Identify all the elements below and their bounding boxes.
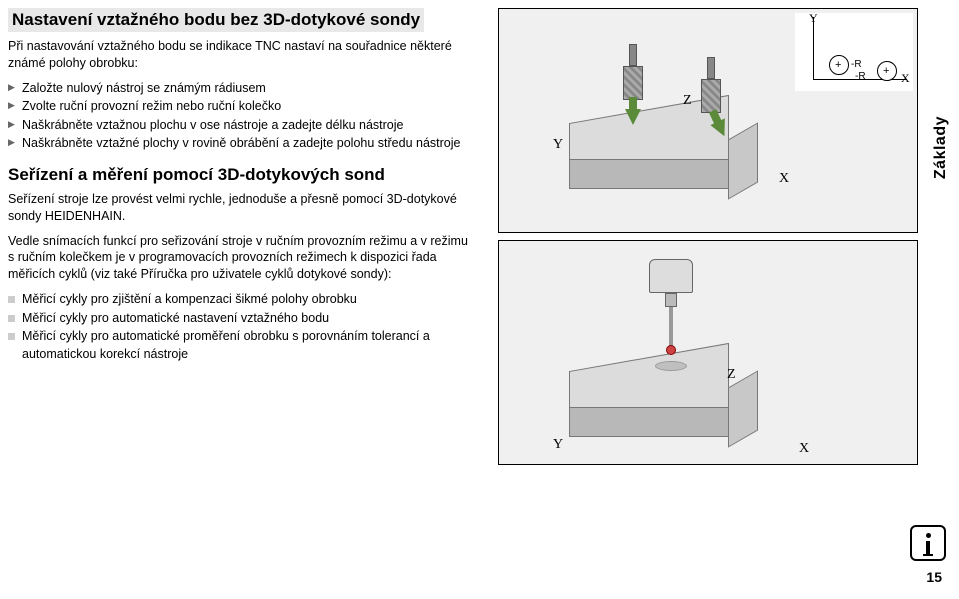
page-number: 15 xyxy=(926,569,942,585)
intro-text: Při nastavování vztažného bodu se indika… xyxy=(8,38,476,72)
figure-datum-scratch: Y Z X + + -R -R Y X xyxy=(498,8,918,233)
section-tab: Základy xyxy=(932,116,950,179)
axis-label-z: Z xyxy=(727,367,736,383)
arrow-down-icon xyxy=(625,109,641,125)
probe-head-icon xyxy=(649,259,693,293)
top-view-diagram: + + -R -R Y X xyxy=(795,13,913,91)
list-item: Měřicí cykly pro zjištění a kompenzaci š… xyxy=(8,291,476,309)
list-item: Měřicí cykly pro automatické nastavení v… xyxy=(8,310,476,328)
list-item: Měřicí cykly pro automatické proměření o… xyxy=(8,328,476,363)
tool-icon xyxy=(697,57,725,117)
tool-icon xyxy=(619,44,647,104)
steps-list-1: Založte nulový nástroj se známým rádiuse… xyxy=(8,80,476,153)
list-item: Založte nulový nástroj se známým rádiuse… xyxy=(8,80,476,98)
section-heading-1: Nastavení vztažného bodu bez 3D-dotykové… xyxy=(8,8,424,32)
list-item: Naškrábněte vztažné plochy v rovině obrá… xyxy=(8,135,476,153)
workpiece-front xyxy=(569,407,729,437)
workpiece-side xyxy=(728,122,758,199)
figure-touch-probe: Y Z X xyxy=(498,240,918,465)
axis-label-x: X xyxy=(779,171,789,187)
probe-ball-icon xyxy=(666,345,676,355)
axis-label-y: Y xyxy=(553,137,563,153)
info-icon xyxy=(910,525,946,561)
neg-r-label: -R xyxy=(855,71,866,82)
list-item: Naškrábněte vztažnou plochu v ose nástro… xyxy=(8,117,476,135)
paragraph: Seřízení stroje lze provést velmi rychle… xyxy=(8,191,476,225)
axis-label-y: Y xyxy=(809,11,818,26)
probe-contact-point xyxy=(655,361,687,371)
feature-list: Měřicí cykly pro zjištění a kompenzaci š… xyxy=(8,291,476,363)
axis-label-z: Z xyxy=(683,93,692,109)
probe-neck xyxy=(665,293,677,307)
axis-label-x: X xyxy=(901,71,910,86)
list-item: Zvolte ruční provozní režim nebo ruční k… xyxy=(8,98,476,116)
paragraph: Vedle snímacích funkcí pro seřizování st… xyxy=(8,233,476,284)
neg-r-label: -R xyxy=(851,59,862,70)
workpiece-front xyxy=(569,159,729,189)
axis-label-y: Y xyxy=(553,437,563,453)
axis-label-x: X xyxy=(799,441,809,457)
probe-stem xyxy=(669,307,673,347)
section-heading-2: Seřízení a měření pomocí 3D-dotykových s… xyxy=(8,165,476,185)
